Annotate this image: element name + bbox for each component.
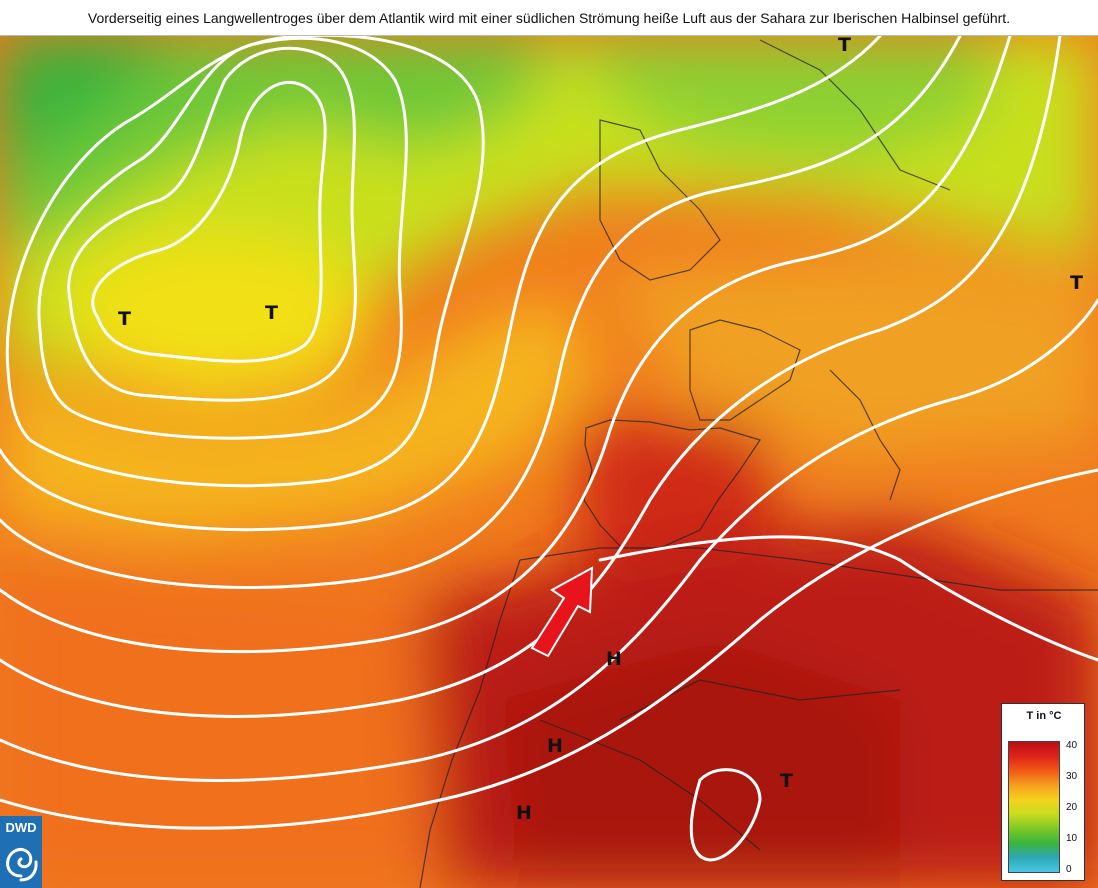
- temperature-legend: T in °C 40 30 20 10 0: [1001, 703, 1085, 881]
- coastlines: [419, 39, 1098, 888]
- low-pressure-label-2: T: [265, 302, 278, 324]
- legend-title: T in °C: [1026, 710, 1062, 722]
- low-pressure-label-4: T: [1070, 272, 1083, 294]
- dwd-swirl-icon: [6, 848, 38, 882]
- legend-tick-0: 0: [1066, 864, 1072, 875]
- map-caption: Vorderseitig eines Langwellentroges über…: [0, 0, 1098, 36]
- legend-tick-40: 40: [1066, 740, 1078, 751]
- dwd-logo-text: DWD: [5, 820, 37, 835]
- low-pressure-label-5: T: [780, 770, 793, 792]
- legend-tick-10: 10: [1066, 833, 1078, 844]
- high-pressure-label-3: H: [516, 802, 532, 824]
- weather-map: T T T T T H H H: [0, 36, 1098, 888]
- high-pressure-label-1: H: [606, 648, 622, 670]
- legend-color-bar: [1008, 741, 1060, 873]
- low-pressure-label-1: T: [118, 308, 131, 330]
- high-pressure-label-2: H: [547, 735, 563, 757]
- legend-tick-20: 20: [1066, 802, 1078, 813]
- flow-arrow: [530, 566, 594, 658]
- isolines: [0, 36, 1098, 862]
- low-pressure-label-3: T: [838, 36, 851, 56]
- temperature-field: [0, 36, 1098, 888]
- dwd-logo: DWD: [0, 816, 42, 888]
- legend-tick-30: 30: [1066, 771, 1078, 782]
